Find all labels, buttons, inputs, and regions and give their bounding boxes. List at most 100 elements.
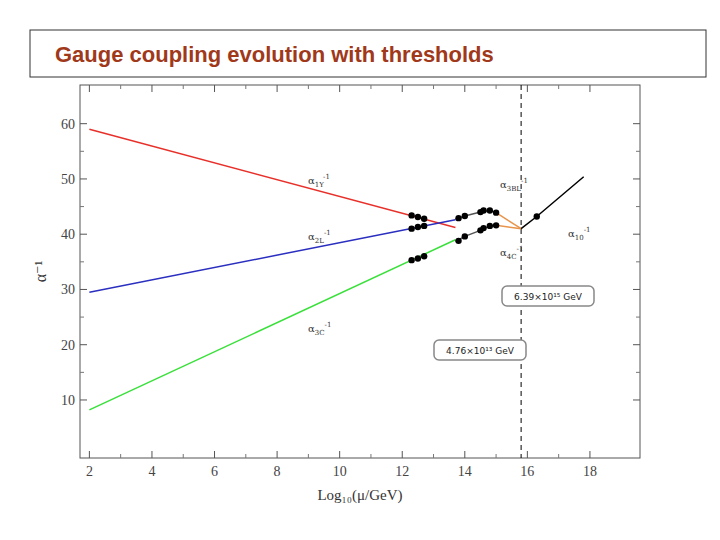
y-tick — [80, 123, 87, 124]
plot-area — [89, 85, 583, 458]
y-minor-tick — [80, 372, 84, 373]
annotation: 6.39×10¹⁵ GeV — [514, 292, 583, 302]
point — [421, 253, 427, 259]
x-tick — [527, 451, 528, 458]
y-minor-tick — [80, 317, 84, 318]
point — [487, 223, 493, 229]
x-tick — [89, 451, 90, 458]
y-minor-tick-right — [636, 261, 640, 262]
title: Gauge coupling evolution with thresholds — [55, 42, 494, 67]
y-tick-right — [633, 178, 640, 179]
label-sup: -1 — [517, 245, 524, 253]
x-minor-tick-top — [558, 85, 559, 89]
y-minor-tick — [80, 261, 84, 262]
x-tick-label: 10 — [333, 464, 347, 479]
label-sup: -1 — [325, 321, 332, 329]
x-tick-label: 2 — [86, 464, 93, 479]
x-tick-top — [589, 85, 590, 92]
point — [455, 215, 461, 221]
x-tick — [464, 451, 465, 458]
point — [408, 225, 414, 231]
reference-line — [521, 85, 522, 458]
y-tick-right — [633, 399, 640, 400]
plot-frame — [80, 85, 640, 458]
x-minor-tick-top — [183, 85, 184, 89]
title-box — [30, 30, 706, 77]
y-tick — [80, 289, 87, 290]
y-tick-label: 20 — [61, 338, 75, 353]
x-minor-tick — [183, 454, 184, 458]
label-sub: 10 — [575, 234, 584, 242]
label-sub: 4C — [507, 253, 517, 261]
y-minor-tick-right — [636, 372, 640, 373]
x-tick — [589, 451, 590, 458]
point — [480, 225, 486, 231]
series-label: α1Y-1 — [308, 173, 330, 189]
y-minor-tick-right — [636, 206, 640, 207]
x-minor-tick-top — [245, 85, 246, 89]
x-axis-label: Log₁₀(μ/GeV) — [317, 487, 402, 504]
y-tick-label: 50 — [61, 172, 75, 187]
y-tick — [80, 234, 87, 235]
x-minor-tick-top — [433, 85, 434, 89]
annotation-box — [502, 286, 594, 306]
label-sub: 2L — [315, 237, 324, 245]
x-tick-label: 12 — [395, 464, 409, 479]
y-axis-label: α⁻¹ — [32, 260, 49, 282]
label-sup: -1 — [323, 173, 330, 181]
chart-svg: Gauge coupling evolution with thresholds… — [0, 0, 720, 540]
x-tick-top — [339, 85, 340, 92]
x-tick-top — [151, 85, 152, 92]
y-tick-label: 10 — [61, 393, 75, 408]
x-minor-tick-top — [370, 85, 371, 89]
series-label: α10-1 — [568, 226, 591, 242]
y-tick — [80, 344, 87, 345]
x-minor-tick — [558, 454, 559, 458]
point — [462, 233, 468, 239]
x-minor-tick — [245, 454, 246, 458]
series-label: α4C-1 — [500, 245, 523, 261]
point — [455, 238, 461, 244]
label-sup: -1 — [521, 177, 528, 185]
x-tick — [277, 451, 278, 458]
x-minor-tick-top — [496, 85, 497, 89]
point — [415, 214, 421, 220]
series-line — [521, 177, 584, 229]
series-label: α3C-1 — [308, 321, 331, 337]
annotation: 4.76×10¹³ GeV — [446, 346, 515, 356]
x-tick — [214, 451, 215, 458]
label-sub: 3BL — [507, 185, 522, 193]
series-label: α2L-1 — [308, 229, 331, 245]
y-tick-right — [633, 234, 640, 235]
x-tick-label: 8 — [274, 464, 281, 479]
y-tick-label: 30 — [61, 282, 75, 297]
x-tick — [402, 451, 403, 458]
point — [493, 222, 499, 228]
x-tick-top — [464, 85, 465, 92]
label-sup: -1 — [584, 226, 591, 234]
label-sup: -1 — [324, 229, 331, 237]
point — [421, 216, 427, 222]
point — [487, 207, 493, 213]
annotation-box — [434, 340, 526, 360]
y-tick-right — [633, 344, 640, 345]
series-label: α3BL-1 — [500, 177, 528, 193]
x-minor-tick-top — [120, 85, 121, 89]
x-tick — [339, 451, 340, 458]
x-minor-tick — [120, 454, 121, 458]
point — [534, 213, 540, 219]
point — [480, 207, 486, 213]
label-sub: 3C — [315, 329, 325, 337]
y-minor-tick-right — [636, 317, 640, 318]
y-minor-tick — [80, 206, 84, 207]
y-minor-tick — [80, 151, 84, 152]
x-tick-top — [214, 85, 215, 92]
y-tick — [80, 178, 87, 179]
y-tick-label: 40 — [61, 227, 75, 242]
y-tick — [80, 399, 87, 400]
point — [408, 212, 414, 218]
x-tick-label: 4 — [148, 464, 155, 479]
x-tick-label: 6 — [211, 464, 218, 479]
y-minor-tick-right — [636, 151, 640, 152]
x-tick-top — [277, 85, 278, 92]
